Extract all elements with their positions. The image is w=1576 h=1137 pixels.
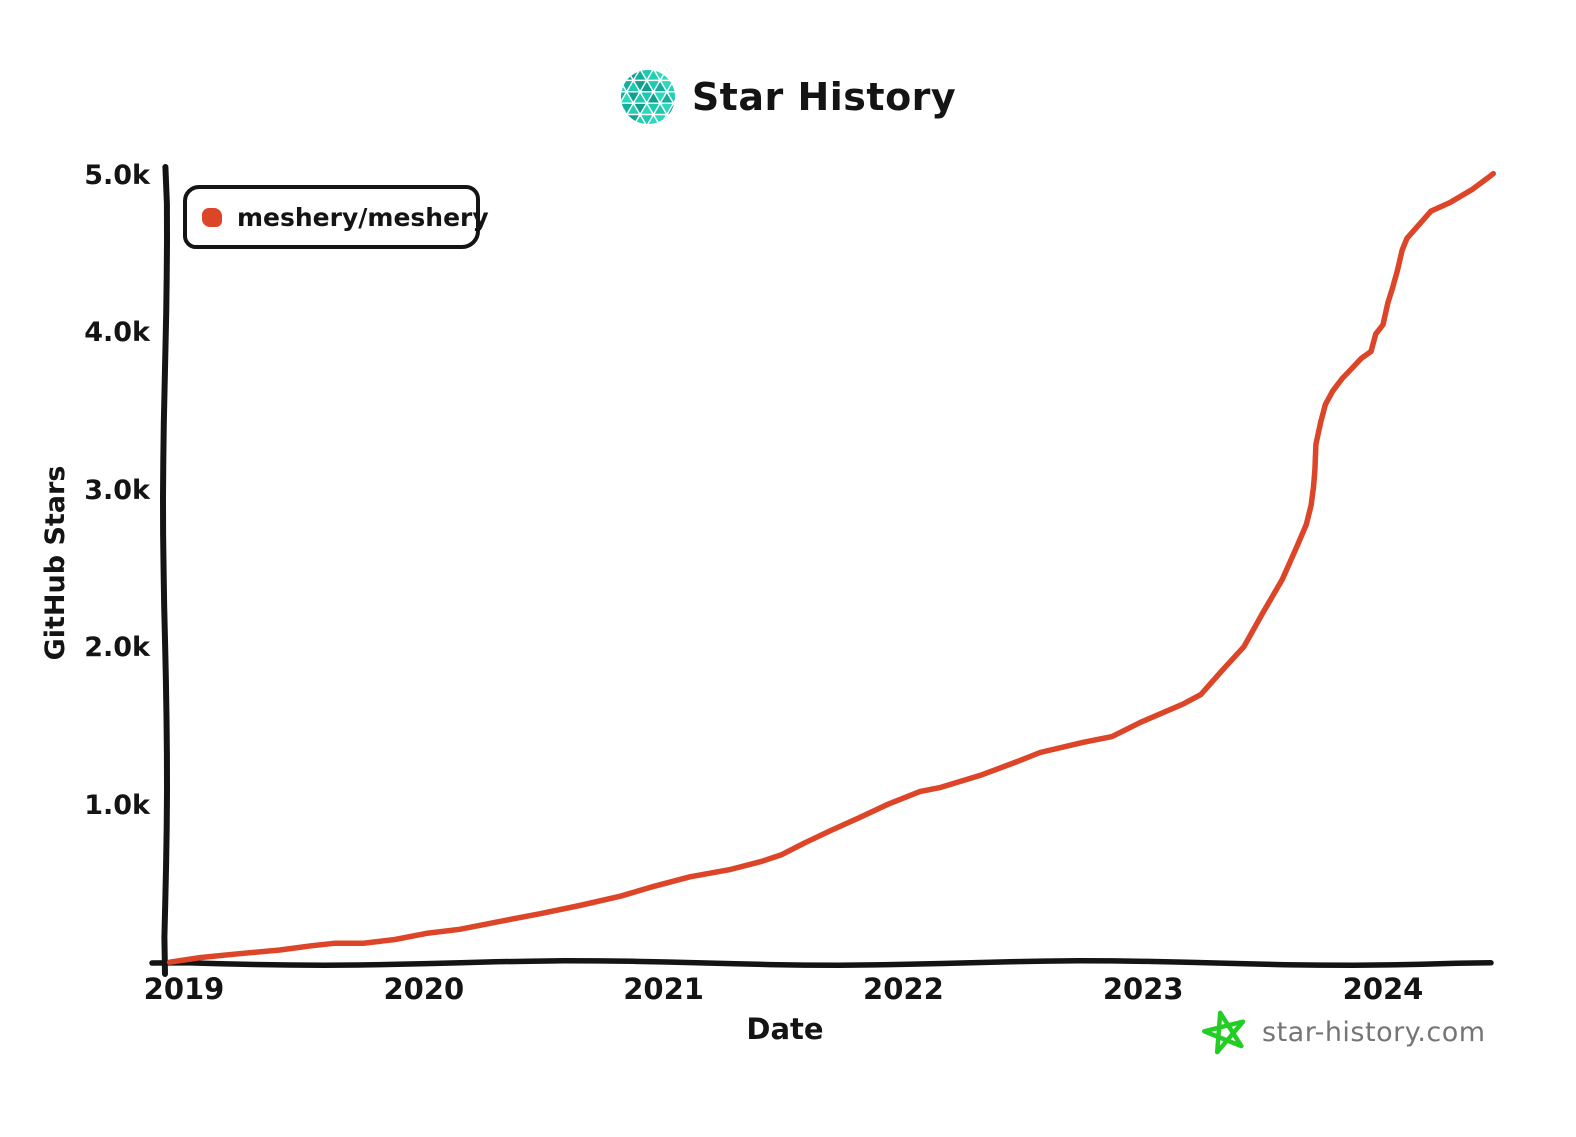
star-icon [1202, 1010, 1246, 1055]
x-tick-label: 2021 [623, 972, 704, 1006]
y-tick-label: 4.0k [84, 317, 150, 348]
x-tick-label: 2019 [143, 972, 225, 1006]
legend-series-label: meshery/meshery [237, 202, 489, 232]
y-axis-line [159, 164, 171, 977]
y-tick-label: 5.0k [84, 159, 150, 191]
series-line-meshery-meshery [166, 170, 1497, 965]
x-axis-title: Date [746, 1012, 824, 1046]
x-tick-label: 2023 [1102, 972, 1184, 1006]
x-tick-label: 2024 [1342, 972, 1424, 1006]
y-tick-label: 3.0k [84, 474, 150, 506]
watermark: star-history.com [1200, 1004, 1486, 1060]
legend-item-meshery[interactable]: meshery/meshery [183, 185, 489, 249]
y-tick-label: 1.0k [84, 789, 150, 821]
x-tick-label: 2020 [383, 972, 465, 1006]
x-tick-label: 2022 [863, 972, 944, 1006]
y-axis-title: GitHub Stars [40, 465, 71, 661]
x-axis-line [149, 958, 1494, 968]
legend-series-marker [202, 207, 222, 227]
watermark-url: star-history.com [1262, 1016, 1486, 1048]
y-tick-label: 2.0k [84, 632, 150, 663]
